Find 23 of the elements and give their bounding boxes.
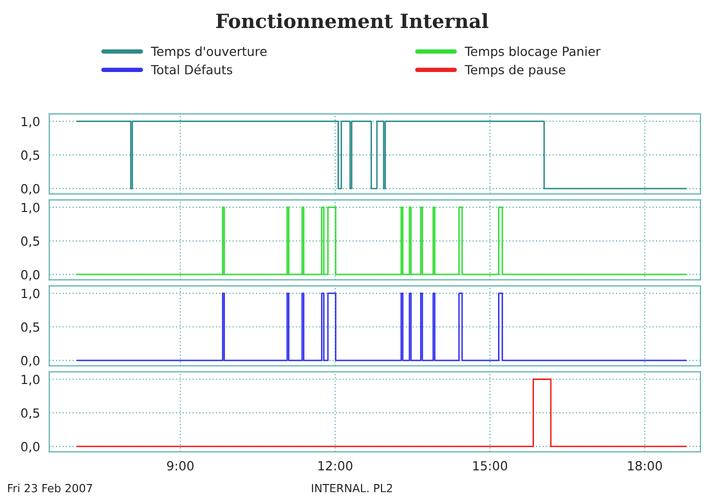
- chart-title: Fonctionnement Internal: [216, 13, 488, 28]
- x-tick-label: 18:00: [628, 461, 662, 471]
- text: INTERNAL. PL2: [312, 484, 392, 492]
- y-tick-label: 0,0: [21, 184, 40, 195]
- legend-label: Total Défauts: [150, 64, 232, 74]
- y-tick-label: 0,0: [21, 270, 40, 281]
- y-tick-label: 1,0: [22, 116, 40, 128]
- y-tick-label: 1,0: [22, 288, 40, 300]
- legend-label: Temps d'ouverture: [150, 46, 267, 58]
- y-tick-label: 0,5: [21, 236, 40, 248]
- x-tick-label: 15:00: [473, 461, 508, 471]
- x-tick-label: 12:00: [318, 461, 352, 471]
- x-tick-label: 9:00: [167, 461, 194, 471]
- y-tick-label: 0,5: [21, 408, 40, 420]
- y-tick-label: 0,0: [21, 356, 40, 367]
- legend-label: Temps blocage Panier: [464, 46, 601, 58]
- text: Fri 23 Feb 2007: [8, 484, 92, 492]
- y-tick-label: 0,5: [21, 150, 40, 162]
- y-tick-label: 1,0: [22, 202, 40, 214]
- legend-label: Temps de pause: [464, 64, 566, 77]
- y-tick-label: 0,0: [21, 442, 40, 453]
- y-tick-label: 1,0: [22, 374, 40, 386]
- y-tick-label: 0,5: [21, 322, 40, 334]
